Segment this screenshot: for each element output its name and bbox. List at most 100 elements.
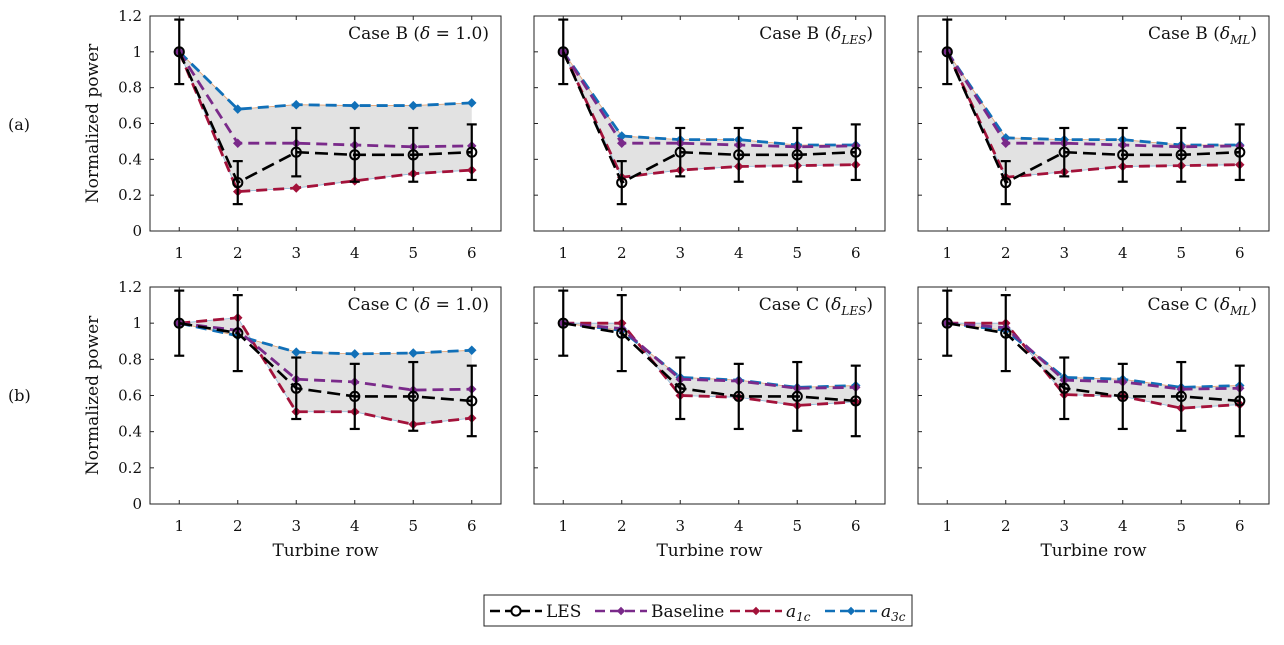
data-point: [173, 317, 185, 329]
title-symbol: δ: [831, 295, 841, 315]
series-line: [945, 51, 1240, 179]
data-point: [1175, 390, 1187, 403]
x-tick-label: 1: [174, 244, 184, 262]
series-line: [178, 51, 472, 185]
x-tick-label: 6: [467, 517, 477, 535]
title-prefix: Case B (: [348, 24, 420, 44]
data-point: [407, 149, 419, 161]
x-tick-label: 1: [174, 517, 184, 535]
panel-title: Case B (δML): [1148, 24, 1257, 47]
panels: 0 0.2 0.4 0.6 0.8 1 1.2 1 2 3 4 5 6 Normalized power C…: [83, 7, 1270, 561]
data-point: [616, 177, 628, 189]
title-prefix: Case B (: [759, 24, 831, 44]
series-line: [178, 50, 472, 111]
data-point: [1117, 390, 1129, 403]
legend-name: a: [881, 602, 891, 622]
y-tick-label: 1: [132, 43, 142, 61]
x-tick-label: 2: [1001, 517, 1011, 535]
x-tick-label: 5: [792, 244, 802, 262]
data-point: [407, 390, 419, 403]
data-point: [733, 149, 745, 161]
y-tick-label: 0.6: [118, 387, 142, 405]
x-tick-label: 1: [942, 244, 952, 262]
data-point: [291, 183, 302, 193]
data-point: [408, 348, 419, 358]
legend-name: Baseline: [651, 602, 724, 622]
data-point: [850, 395, 862, 407]
y-tick-label: 0.2: [118, 186, 142, 204]
series-line: [947, 321, 1240, 389]
x-tick-label: 1: [558, 244, 568, 262]
data-point: [232, 138, 243, 148]
x-tick-label: 3: [675, 244, 685, 262]
title-prefix: Case C (: [348, 295, 420, 315]
x-tick-label: 3: [675, 517, 685, 535]
uncertainty-band: [947, 51, 1240, 178]
series-line: [179, 316, 472, 426]
title-subscript: LES: [840, 33, 866, 47]
x-tick-label: 4: [1118, 244, 1128, 262]
legend-marker: [751, 606, 761, 616]
data-point: [1117, 149, 1129, 161]
x-tick-label: 6: [1235, 244, 1245, 262]
legend-label: a3c: [881, 602, 906, 624]
panel-title: Case B (δLES): [759, 24, 873, 47]
x-tick-label: 6: [1235, 517, 1245, 535]
title-suffix: ): [866, 295, 873, 315]
x-tick-label: 5: [408, 244, 418, 262]
title-prefix: Case C (: [759, 295, 831, 315]
title-symbol: δ: [420, 295, 430, 315]
data-point: [349, 149, 361, 161]
x-tick-label: 2: [617, 517, 627, 535]
title-symbol: δ: [420, 24, 430, 44]
x-tick-label: 6: [851, 517, 861, 535]
title-subscript: LES: [840, 304, 866, 318]
series-line: [947, 321, 1240, 391]
series-line: [561, 51, 856, 179]
panel-title: Case C (δML): [1147, 295, 1257, 318]
chart-panel-1: 0 0.2 0.4 0.6 0.8 1 1.2 1 2 3 4 5 6 Normalized power C…: [83, 7, 502, 262]
legend-entry-baseline: Baseline: [595, 602, 724, 622]
legend-entry-a3c: a3c: [825, 602, 906, 624]
data-point: [291, 347, 302, 357]
y-tick-label: 1: [132, 314, 142, 332]
data-point: [408, 100, 419, 111]
x-tick-label: 4: [350, 244, 360, 262]
x-tick-label: 2: [617, 244, 627, 262]
data-point: [850, 146, 862, 158]
series-line: [946, 51, 1240, 185]
title-symbol: δ: [1220, 295, 1230, 315]
series-line: [562, 51, 856, 147]
x-tick-label: 6: [851, 244, 861, 262]
panel-title: Case C (δ = 1.0): [348, 295, 489, 315]
y-tick-label: 0.6: [118, 115, 142, 133]
x-tick-label: 6: [467, 244, 477, 262]
data-point: [674, 382, 686, 394]
axes-box: [917, 15, 1270, 232]
y-axis-label: Normalized power: [83, 43, 103, 203]
data-point: [791, 390, 803, 403]
series-line: [947, 321, 1240, 410]
series-les: [941, 18, 1246, 206]
x-tick-label: 3: [291, 244, 301, 262]
legend-name: a: [786, 602, 796, 622]
data-point: [941, 317, 953, 329]
row-label-a: (a): [8, 115, 30, 134]
legend-marker: [510, 605, 522, 617]
data-point: [466, 345, 477, 356]
legend: LES Baseline a1c a3c: [483, 594, 913, 627]
x-tick-label: 5: [408, 517, 418, 535]
y-tick-label: 0.8: [118, 79, 142, 97]
series-line: [178, 51, 472, 149]
data-point: [557, 317, 569, 329]
y-tick-label: 1.2: [118, 7, 142, 25]
panel-title: Case B (δ = 1.0): [348, 24, 489, 44]
x-tick-label: 1: [942, 517, 952, 535]
series-les: [557, 18, 862, 206]
y-tick-label: 0: [132, 495, 142, 513]
x-tick-label: 4: [734, 517, 744, 535]
chart-panel-3: 1 2 3 4 5 6 Case B (δML): [917, 15, 1270, 262]
x-tick-label: 1: [558, 517, 568, 535]
uncertainty-band: [179, 317, 472, 425]
